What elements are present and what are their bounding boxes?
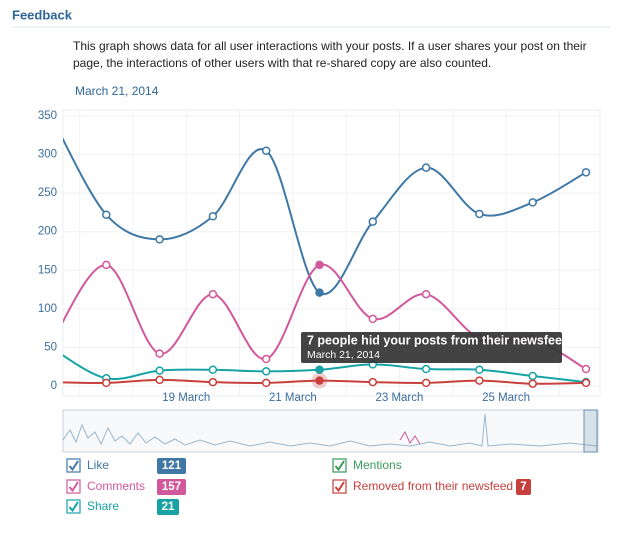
panel-title: Feedback bbox=[12, 7, 73, 22]
tooltip-box bbox=[301, 332, 562, 363]
marker bbox=[421, 378, 431, 388]
tooltip-text: 7 people hid your posts from their newsf… bbox=[307, 333, 570, 347]
marker bbox=[528, 379, 537, 388]
marker bbox=[528, 371, 537, 381]
marker bbox=[155, 235, 164, 244]
x-tick-label: 23 March bbox=[375, 392, 423, 404]
legend-checkbox[interactable] bbox=[66, 458, 81, 473]
legend-checkbox[interactable] bbox=[66, 499, 81, 514]
y-tick-label: 150 bbox=[38, 264, 57, 276]
legend-label[interactable]: Removed from their newsfeed bbox=[353, 479, 513, 493]
tooltip-date: March 21, 2014 bbox=[307, 349, 380, 361]
marker bbox=[155, 349, 164, 358]
marker bbox=[528, 198, 537, 207]
marker bbox=[102, 378, 111, 388]
navigator[interactable] bbox=[62, 409, 599, 453]
legend-badge-value: 157 bbox=[162, 481, 181, 493]
x-tick-label: 25 March bbox=[482, 392, 530, 404]
legend-badge-value: 7 bbox=[520, 481, 526, 493]
marker bbox=[315, 376, 324, 385]
legend-label[interactable]: Mentions bbox=[353, 458, 402, 472]
description-line: This graph shows data for all user inter… bbox=[73, 39, 587, 53]
legend-check bbox=[68, 481, 79, 493]
legend-label[interactable]: Share bbox=[87, 499, 119, 513]
y-tick-label: 100 bbox=[38, 303, 57, 315]
marker bbox=[368, 217, 378, 226]
marker bbox=[261, 354, 271, 364]
tooltip: 7 people hid your posts from their newsf… bbox=[301, 332, 570, 363]
y-tick-label: 350 bbox=[38, 110, 57, 122]
legend-label[interactable]: Like bbox=[87, 458, 109, 472]
marker bbox=[208, 289, 218, 299]
y-tick-label: 0 bbox=[51, 380, 57, 392]
y-tick-label: 300 bbox=[38, 149, 57, 161]
description-line: page, the interactions of other users wi… bbox=[73, 56, 491, 70]
legend-checkbox[interactable] bbox=[332, 479, 347, 494]
x-tick-label: 21 March bbox=[269, 392, 317, 404]
marker bbox=[208, 212, 218, 221]
legend-check bbox=[68, 501, 79, 513]
y-tick-label: 50 bbox=[44, 341, 57, 353]
marker bbox=[368, 314, 378, 324]
marker bbox=[475, 209, 484, 219]
marker bbox=[421, 364, 431, 374]
legend-check bbox=[334, 460, 345, 472]
legend-badge bbox=[516, 479, 531, 495]
marker bbox=[155, 375, 164, 385]
marker bbox=[261, 378, 271, 388]
marker bbox=[102, 210, 111, 219]
marker bbox=[261, 367, 271, 376]
navigator-window[interactable] bbox=[583, 409, 598, 453]
legend-badge bbox=[157, 458, 186, 474]
marker bbox=[581, 364, 591, 374]
marker bbox=[581, 168, 591, 177]
navigator-series bbox=[399, 430, 421, 445]
marker bbox=[261, 146, 271, 155]
marker bbox=[315, 288, 324, 297]
navigator-series bbox=[62, 413, 598, 447]
legend-checkbox[interactable] bbox=[332, 458, 347, 473]
legend-badge bbox=[157, 479, 186, 495]
legend-badge-value: 21 bbox=[162, 501, 175, 513]
marker bbox=[421, 289, 431, 299]
marker bbox=[208, 365, 218, 375]
marker bbox=[475, 376, 484, 385]
selected-date: March 21, 2014 bbox=[75, 84, 159, 98]
marker bbox=[421, 163, 431, 172]
marker bbox=[368, 377, 378, 387]
marker bbox=[102, 260, 111, 270]
marker bbox=[315, 260, 324, 270]
legend-badge bbox=[157, 499, 179, 515]
marker bbox=[208, 377, 218, 387]
marker bbox=[475, 365, 484, 375]
legend-badge-value: 121 bbox=[162, 460, 182, 472]
legend-check bbox=[334, 481, 345, 493]
marker bbox=[315, 365, 324, 375]
legend-label[interactable]: Comments bbox=[87, 479, 145, 493]
legend-checkbox[interactable] bbox=[66, 479, 81, 494]
marker bbox=[155, 366, 164, 375]
x-tick-label: 19 March bbox=[162, 392, 210, 404]
marker bbox=[581, 378, 591, 388]
y-tick-label: 250 bbox=[38, 187, 57, 199]
legend-check bbox=[68, 460, 79, 472]
y-tick-label: 200 bbox=[38, 226, 57, 238]
